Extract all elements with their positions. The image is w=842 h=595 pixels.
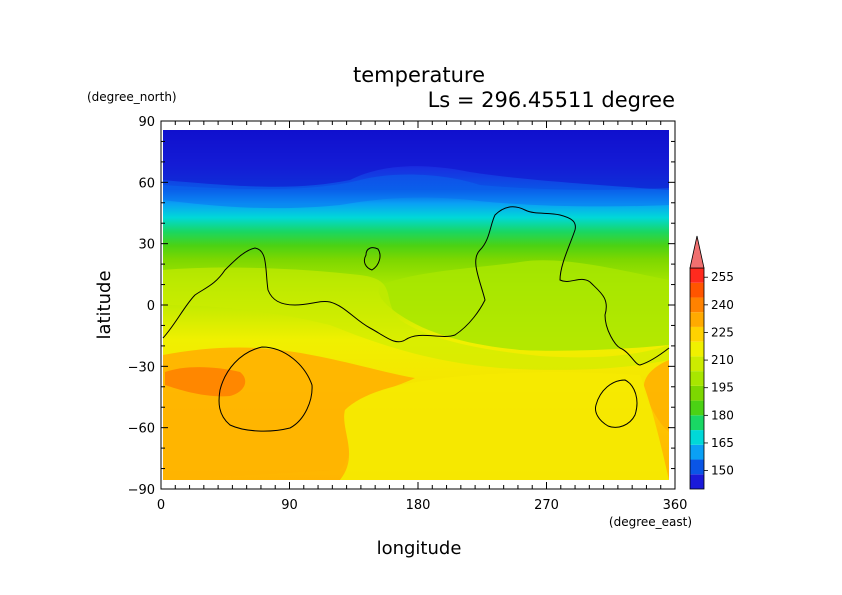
y-tick-label: 30 [138,238,155,253]
temperature-field [163,130,669,480]
chart-subtitle: Ls = 296.45511 degree [428,88,675,112]
contour-line-small-north [363,247,381,271]
y-unit-label: (degree_north) [87,90,177,104]
colorbar-swatch [690,371,704,386]
y-tick-label: 90 [138,115,155,130]
y-tick-label: −60 [128,422,155,437]
colorbar: 150 165 180 195 210 225 240 255 [689,235,734,490]
y-tick-label: −30 [128,360,155,375]
x-axis-label: longitude [377,538,462,559]
yellow-green-band [163,267,669,370]
colorbar-overflow-triangle [689,235,705,269]
x-tick-label: 360 [663,498,688,513]
colorbar-swatch [690,459,704,475]
colorbar-swatch [690,341,704,357]
y-axis-label: latitude [94,270,115,339]
colorbar-swatch [690,385,704,401]
polar-cap-region [163,130,669,190]
y-tick-label: −90 [128,483,155,498]
colorbar-tick-label: 255 [711,270,734,284]
colorbar-swatch [690,415,704,431]
colorbar-swatch [690,444,704,460]
colorbar-swatch [690,430,704,445]
colorbar-swatch [690,268,704,283]
colorbar-tick-label: 210 [711,353,734,367]
colorbar-swatch [690,312,704,327]
x-axis: 0 90 180 270 360 [157,121,688,513]
y-tick-label: 60 [138,176,155,191]
mid-latitude-blue-band [163,174,669,209]
contour-line-southwest-basin [218,346,313,432]
colorbar-swatch [690,356,704,372]
colorbar-swatch [690,400,704,416]
colorbar-swatch [690,282,704,298]
warm-region-southeast [643,360,669,432]
colorbar-swatch [690,326,704,342]
colorbar-tick-label: 225 [711,325,734,339]
colorbar-tick-label: 165 [711,436,734,450]
colorbar-swatch [690,297,704,313]
topography-contours [162,206,670,432]
y-axis: 90 60 30 0 −30 −60 −90 [128,115,675,498]
warm-region-core [165,367,246,397]
colorbar-tick-label: 180 [711,408,734,422]
yellow-region-south [340,372,669,480]
contour-line-main [162,206,670,366]
colorbar-tick-label: 195 [711,381,734,395]
x-tick-label: 270 [534,498,559,513]
colorbar-tick-label: 240 [711,298,734,312]
x-tick-label: 0 [157,498,165,513]
contour-line-southeast-basin [595,379,638,428]
x-tick-label: 180 [406,498,431,513]
colorbar-swatch [690,474,704,489]
x-tick-label: 90 [281,498,298,513]
colorbar-tick-label: 150 [711,464,734,478]
x-unit-label: (degree_east) [609,515,692,529]
chart-title: temperature [353,63,485,87]
green-region-east [378,260,669,351]
y-tick-label: 0 [147,299,155,314]
